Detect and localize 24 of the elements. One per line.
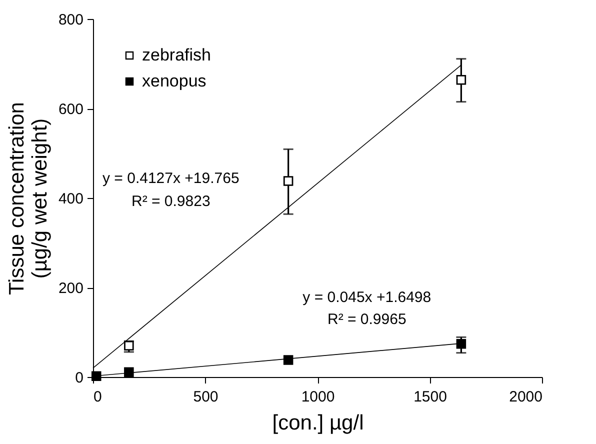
x-tick-label: 500	[193, 388, 218, 406]
y-tick-label: 400	[58, 190, 84, 208]
x-tick-label: 2000	[509, 388, 542, 406]
point	[91, 371, 102, 381]
point	[456, 74, 466, 85]
x-tick-label: 1000	[301, 388, 335, 406]
y-tick-label: 600	[58, 101, 84, 118]
x-tick-label: 0	[94, 388, 102, 406]
point	[283, 176, 294, 186]
annotation: R² = 0.9965	[327, 310, 406, 328]
point	[456, 339, 466, 349]
annotation: y = 0.045x +1.6498	[302, 288, 432, 306]
y-tick-label: 800	[58, 12, 84, 28]
annotation: y = 0.4127x +19.765	[102, 170, 240, 187]
y-axis-title: Tissue concentration (µg/g wet weight)	[5, 102, 52, 295]
point	[124, 367, 134, 377]
legend-label: xenopus	[142, 72, 206, 90]
x-axis-title: [con.] µg/l	[272, 412, 364, 434]
y-tick-label: 0	[75, 370, 84, 386]
point	[283, 355, 294, 365]
annotation: R² = 0.9823	[131, 193, 210, 210]
x-tick-label: 1500	[414, 388, 447, 406]
legend-label: zebrafish	[142, 46, 211, 64]
y-tick-label: 200	[58, 280, 84, 297]
